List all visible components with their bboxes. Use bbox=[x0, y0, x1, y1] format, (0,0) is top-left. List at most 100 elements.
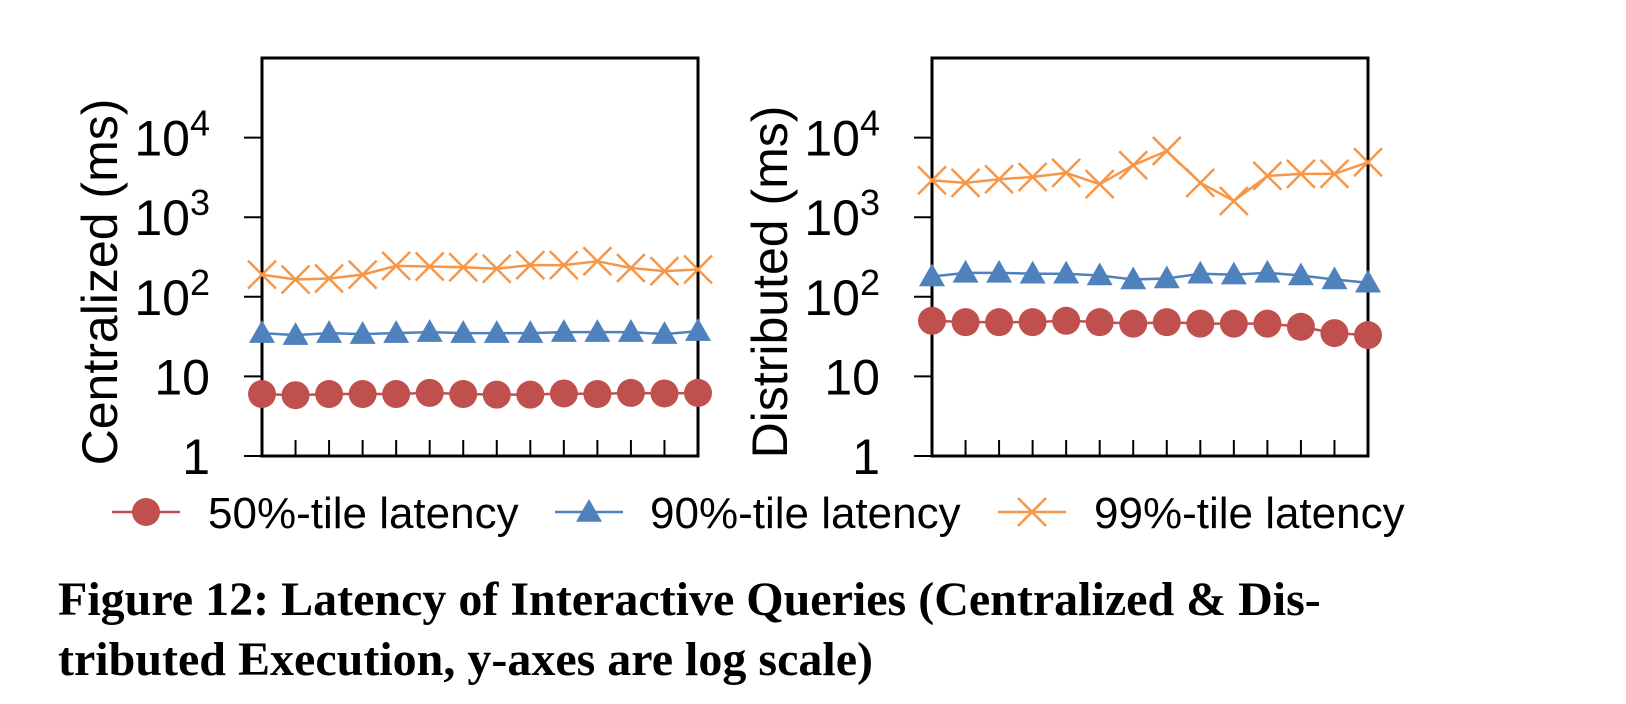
data-point bbox=[684, 378, 712, 407]
data-point bbox=[549, 379, 578, 408]
data-point bbox=[650, 379, 679, 408]
series-triangle bbox=[249, 318, 711, 345]
data-point bbox=[985, 308, 1014, 337]
data-point bbox=[1152, 308, 1181, 337]
data-point bbox=[449, 380, 478, 409]
data-point bbox=[550, 319, 577, 342]
data-point bbox=[952, 259, 979, 283]
data-point bbox=[314, 263, 344, 294]
data-point bbox=[950, 167, 981, 198]
data-point bbox=[984, 164, 1014, 195]
data-point bbox=[616, 378, 645, 407]
data-point bbox=[617, 319, 644, 342]
data-point bbox=[450, 320, 477, 343]
series-x bbox=[247, 246, 713, 295]
data-point bbox=[1286, 159, 1316, 189]
data-point bbox=[1286, 312, 1315, 341]
data-point bbox=[548, 250, 579, 281]
data-point bbox=[1051, 158, 1082, 188]
plot-frame bbox=[930, 56, 1370, 458]
data-point bbox=[1120, 266, 1147, 290]
legend-label: 99%-tile latency bbox=[1094, 489, 1405, 538]
data-point bbox=[249, 320, 275, 343]
data-point bbox=[1053, 260, 1080, 284]
series-circle bbox=[918, 306, 1382, 350]
data-point bbox=[1253, 309, 1282, 338]
data-point bbox=[1017, 162, 1048, 192]
data-point bbox=[1353, 147, 1383, 178]
y-tick-label: 103 bbox=[134, 182, 210, 246]
data-point bbox=[986, 259, 1013, 283]
figure-caption: Figure 12: Latency of Interactive Querie… bbox=[58, 570, 1558, 690]
data-point bbox=[1018, 308, 1047, 337]
data-point bbox=[481, 253, 512, 284]
y-tick-label: 1 bbox=[182, 429, 210, 485]
data-point bbox=[515, 250, 546, 281]
data-point bbox=[348, 380, 377, 409]
data-point bbox=[685, 318, 711, 341]
data-point bbox=[448, 252, 479, 283]
series-triangle bbox=[919, 259, 1381, 293]
y-tick-label: 102 bbox=[134, 262, 210, 326]
legend-item: 99%-tile latency bbox=[998, 489, 1405, 538]
legend: 50%-tile latency 90%-tile latency 99%-tile… bbox=[112, 489, 1405, 538]
legend-item: 50%-tile latency bbox=[112, 489, 519, 538]
data-point bbox=[1287, 262, 1314, 286]
data-point bbox=[516, 380, 545, 409]
data-point bbox=[416, 319, 443, 342]
data-point bbox=[917, 165, 947, 196]
data-point bbox=[316, 320, 343, 343]
data-point bbox=[349, 321, 376, 344]
data-point bbox=[1219, 309, 1248, 338]
series-x bbox=[917, 136, 1383, 216]
data-point bbox=[1153, 265, 1180, 289]
y-tick-label: 1 bbox=[852, 429, 880, 485]
data-point bbox=[280, 264, 311, 295]
plot-frame bbox=[260, 56, 700, 458]
data-point bbox=[482, 380, 511, 409]
data-point bbox=[616, 253, 646, 283]
legend-label: 90%-tile latency bbox=[650, 489, 961, 538]
data-point bbox=[1118, 150, 1149, 181]
data-point bbox=[649, 256, 680, 287]
data-point bbox=[1319, 159, 1350, 189]
data-point bbox=[651, 321, 678, 344]
data-point bbox=[1185, 167, 1216, 198]
y-tick-label: 104 bbox=[804, 103, 880, 167]
data-point bbox=[1254, 259, 1281, 283]
data-point bbox=[584, 319, 611, 342]
y-axis-label: Distributed (ms) bbox=[742, 106, 798, 459]
data-point bbox=[1119, 309, 1148, 338]
series-line bbox=[261, 259, 699, 281]
data-point bbox=[517, 320, 544, 343]
data-point bbox=[1086, 262, 1113, 286]
data-point bbox=[247, 259, 277, 290]
data-point bbox=[415, 378, 444, 407]
series-circle bbox=[248, 378, 712, 410]
y-tick-label: 10 bbox=[824, 349, 880, 405]
data-point bbox=[683, 254, 713, 285]
y-tick-label: 104 bbox=[134, 103, 210, 167]
y-axis-label: Centralized (ms) bbox=[72, 99, 128, 466]
data-point bbox=[1218, 186, 1249, 216]
legend-marker bbox=[1017, 497, 1047, 527]
data-point bbox=[1186, 309, 1215, 338]
y-tick-label: 10 bbox=[154, 349, 210, 405]
data-point bbox=[347, 259, 378, 290]
legend-marker bbox=[132, 498, 160, 526]
data-point bbox=[382, 380, 411, 409]
data-point bbox=[583, 380, 612, 409]
data-point bbox=[483, 320, 510, 343]
data-point bbox=[282, 322, 309, 345]
y-tick-label: 103 bbox=[804, 182, 880, 246]
data-point bbox=[1151, 136, 1182, 166]
data-point bbox=[1355, 269, 1381, 293]
data-point bbox=[1085, 308, 1114, 337]
caption-line-2: tributed Execution, y-axes are log scale… bbox=[58, 633, 873, 686]
data-point bbox=[951, 308, 980, 337]
series-line bbox=[931, 149, 1369, 203]
y-tick-label: 102 bbox=[804, 262, 880, 326]
